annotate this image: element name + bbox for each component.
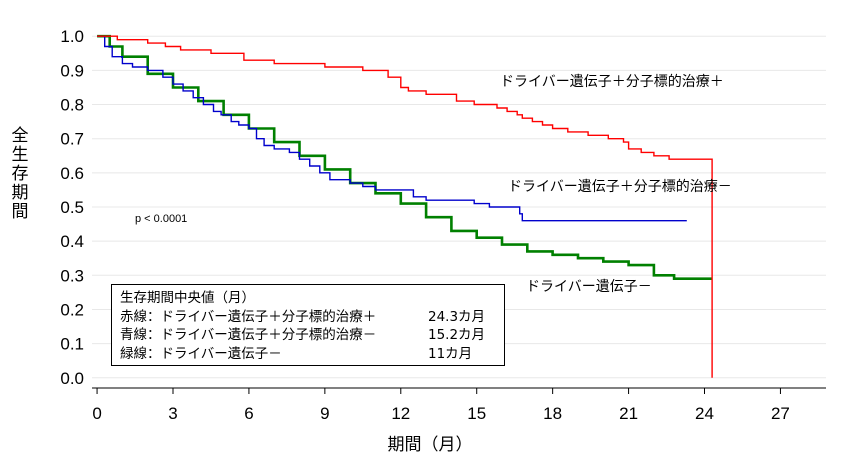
median-row-label: 赤線：ドライバー遺伝子＋分子標的治療＋ [120,308,377,325]
x-tick-label: 27 [771,404,790,423]
x-tick-label: 9 [320,404,329,423]
y-tick-label: 0.1 [60,335,84,354]
median-row-value: 24.3カ月 [428,308,486,325]
y-tick-label: 0.6 [60,164,84,183]
y-axis-ticks: 0.0 0.1 0.2 0.3 0.4 0.5 0.6 0.7 0.8 0.9 1.0 [60,27,84,388]
series-label-red: ドライバー遺伝子＋分子標的治療＋ [500,73,724,90]
median-box-title: 生存期間中央値（月） [120,290,255,306]
y-tick-label: 0.4 [60,232,84,251]
x-tick-label: 12 [391,404,410,423]
median-row-value: 11カ月 [428,345,473,362]
series-line [97,35,713,378]
x-axis-title: 期間（月） [388,435,473,455]
series-label-blue: ドライバー遺伝子＋分子標的治療－ [508,178,732,195]
x-axis-ticks: 0 3 6 9 12 15 18 21 24 27 [92,388,790,423]
y-tick-label: 0.9 [60,61,84,80]
x-tick-label: 0 [92,404,101,423]
x-tick-label: 24 [695,404,714,423]
series-label-green: ドライバー遺伝子－ [526,279,652,295]
x-tick-label: 18 [543,404,562,423]
median-row-label: 緑線：ドライバー遺伝子－ [120,345,282,362]
y-tick-label: 1.0 [60,27,84,46]
y-tick-label: 0.7 [60,130,84,149]
series-layer [97,34,713,378]
median-row-label: 青線：ドライバー遺伝子＋分子標的治療－ [120,327,377,343]
median-row-value: 15.2カ月 [428,327,486,343]
y-tick-label: 0.0 [60,369,84,388]
y-tick-label: 0.8 [60,96,84,115]
series-line [97,34,713,280]
median-row-green: 緑線：ドライバー遺伝子－ 11カ月 [120,345,496,364]
p-value-annotation: p < 0.0001 [135,213,187,225]
x-tick-label: 15 [467,404,486,423]
median-row-blue: 青線：ドライバー遺伝子＋分子標的治療－ 15.2カ月 [120,326,496,345]
median-survival-legend: 生存期間中央値（月） 赤線：ドライバー遺伝子＋分子標的治療＋ 24.3カ月 青線… [111,284,505,366]
x-tick-label: 6 [244,404,253,423]
y-tick-label: 0.3 [60,266,84,285]
x-tick-label: 21 [619,404,638,423]
series-line [97,35,687,222]
x-tick-label: 3 [168,404,177,423]
y-tick-label: 0.2 [60,300,84,319]
y-axis-title: 全生存期間 [12,126,29,222]
y-tick-label: 0.5 [60,198,84,217]
median-row-red: 赤線：ドライバー遺伝子＋分子標的治療＋ 24.3カ月 [120,308,496,327]
